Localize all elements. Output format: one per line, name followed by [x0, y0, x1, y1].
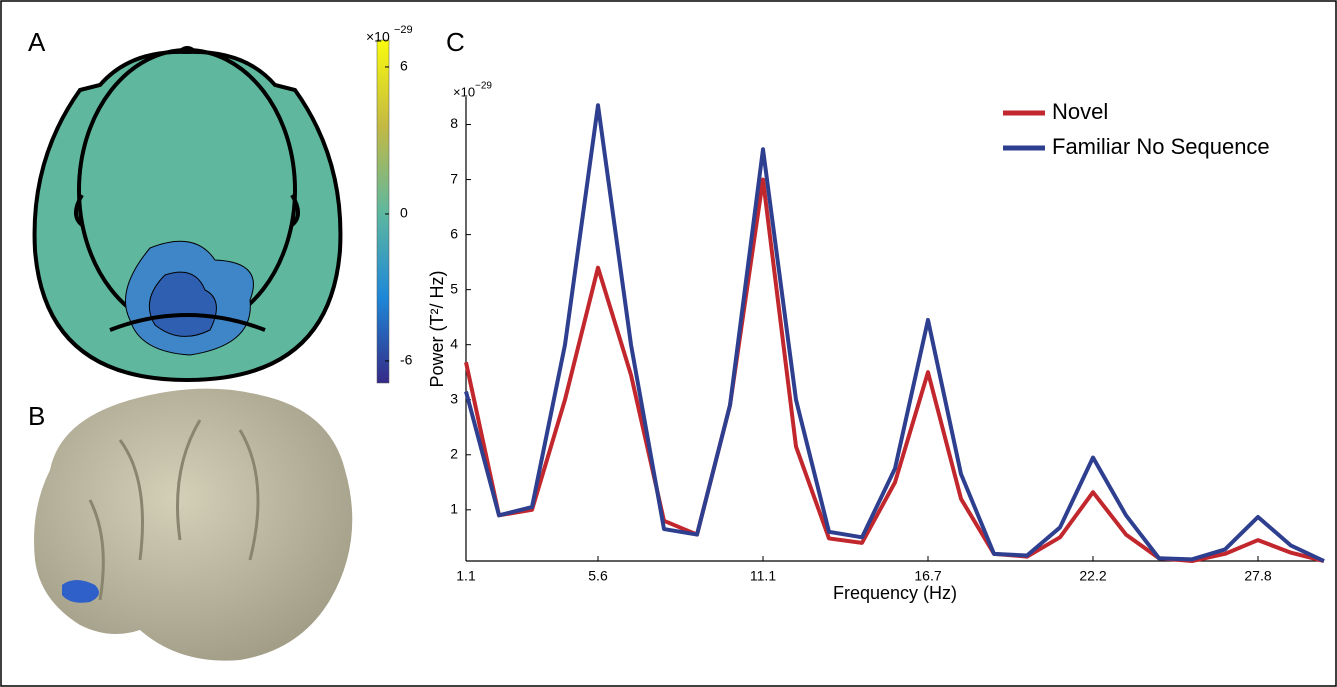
- x-tick-label: 22.2: [1079, 568, 1106, 584]
- colorbar-exponent: −29: [394, 24, 413, 36]
- panel-label: C: [446, 27, 465, 57]
- y-tick-label: 2: [450, 445, 458, 461]
- topomap: [32, 46, 343, 383]
- brain-render: [34, 388, 353, 661]
- series-line: [464, 103, 1325, 563]
- y-tick-label: 6: [450, 225, 458, 241]
- x-tick-label: 27.8: [1244, 568, 1271, 584]
- y-tick-label: 3: [450, 390, 458, 406]
- panel-label: B: [28, 401, 45, 431]
- x-tick-label: 5.6: [588, 568, 608, 584]
- colorbar-multiplier: ×10: [366, 29, 390, 45]
- y-exponent: −29: [475, 81, 492, 92]
- colorbar-tick-label: 6: [400, 58, 408, 74]
- y-tick-label: 7: [450, 170, 458, 186]
- colorbar-tick-label: 0: [400, 205, 408, 221]
- x-tick-label: 1.1: [456, 568, 476, 584]
- legend-label: Novel: [1052, 99, 1108, 124]
- x-tick-label: 16.7: [914, 568, 941, 584]
- x-tick-label: 11.1: [750, 568, 776, 584]
- legend-label: Familiar No Sequence: [1052, 134, 1270, 159]
- colorbar: [376, 39, 390, 384]
- y-tick-label: 4: [450, 335, 458, 351]
- panel-label: A: [28, 27, 46, 57]
- y-axis-label: Power (T²/ Hz): [427, 271, 447, 388]
- y-tick-label: 1: [450, 501, 458, 517]
- y-tick-label: 5: [450, 280, 458, 296]
- y-multiplier: ×10: [453, 84, 475, 99]
- x-axis-label: Frequency (Hz): [833, 583, 957, 603]
- y-tick-label: 8: [450, 115, 458, 131]
- series-line: [464, 177, 1325, 563]
- colorbar-tick-label: -6: [400, 352, 413, 368]
